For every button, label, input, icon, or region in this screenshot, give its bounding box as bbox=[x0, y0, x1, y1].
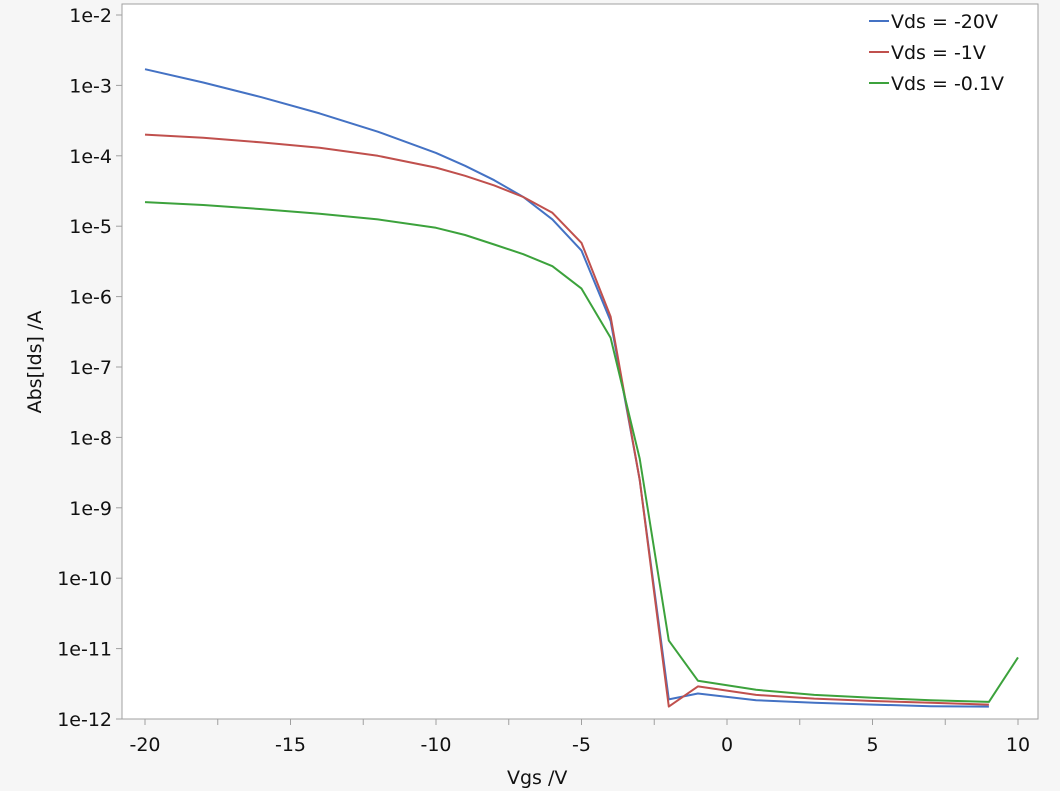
x-tick-label: -10 bbox=[420, 734, 451, 756]
x-tick-label: 10 bbox=[1006, 734, 1030, 756]
legend: Vds = -20V Vds = -1V Vds = -0.1V bbox=[869, 11, 1004, 95]
y-tick-label: 1e-11 bbox=[57, 639, 112, 661]
x-tick-label: -5 bbox=[572, 734, 591, 756]
y-axis: 1e-2 1e-3 1e-4 1e-5 1e-6 1e-7 1e-8 1e-9 1e-10 1e-… bbox=[57, 5, 122, 731]
y-tick-label: 1e-9 bbox=[69, 498, 112, 520]
series-line-0 bbox=[144, 68, 989, 708]
y-tick-label: 1e-7 bbox=[69, 357, 112, 379]
x-axis-title: Vgs /V bbox=[507, 767, 567, 789]
series-lines bbox=[144, 68, 1019, 708]
y-tick-label: 1e-5 bbox=[69, 216, 112, 238]
y-tick-label: 1e-6 bbox=[69, 287, 112, 309]
y-axis-title: Abs[Ids] /A bbox=[24, 311, 46, 414]
legend-label: Vds = -20V bbox=[891, 11, 998, 33]
series-line-2 bbox=[144, 201, 1019, 703]
y-tick-label: 1e-10 bbox=[57, 568, 112, 590]
legend-label: Vds = -1V bbox=[891, 42, 986, 64]
x-tick-label: -15 bbox=[275, 734, 306, 756]
x-tick-label: 0 bbox=[721, 734, 733, 756]
y-tick-label: 1e-2 bbox=[69, 5, 112, 27]
legend-label: Vds = -0.1V bbox=[891, 73, 1004, 95]
x-tick-label: 5 bbox=[866, 734, 878, 756]
plot-area bbox=[121, 3, 1039, 720]
x-tick-label: -20 bbox=[129, 734, 160, 756]
y-tick-label: 1e-8 bbox=[69, 427, 112, 449]
series-line-1 bbox=[144, 133, 989, 708]
x-axis: -20 -15 -10 -5 0 5 10 bbox=[129, 719, 1030, 756]
y-tick-label: 1e-12 bbox=[57, 709, 112, 731]
y-tick-label: 1e-4 bbox=[69, 146, 112, 168]
y-tick-label: 1e-3 bbox=[69, 75, 112, 97]
